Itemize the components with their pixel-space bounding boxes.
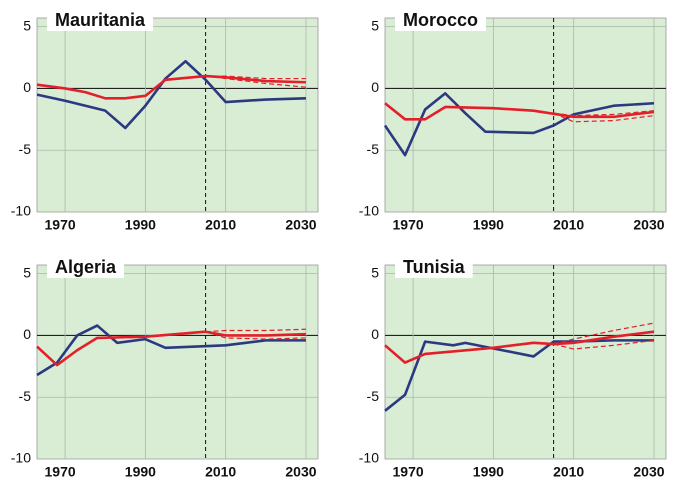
title-box bbox=[395, 256, 473, 278]
panel-title: Tunisia bbox=[403, 257, 466, 277]
series-line bbox=[36, 74, 306, 100]
x-tick-label: 1990 bbox=[473, 217, 504, 233]
projection-bound bbox=[553, 339, 655, 350]
y-tick-label: 0 bbox=[23, 79, 31, 95]
x-tick-label: 2030 bbox=[633, 217, 664, 233]
panel-title: Mauritania bbox=[55, 10, 146, 30]
x-tick-label: 1970 bbox=[393, 464, 424, 480]
x-tick-label: 1970 bbox=[45, 217, 76, 233]
x-tick-label: 2010 bbox=[205, 464, 236, 480]
x-tick-label: 1990 bbox=[473, 464, 504, 480]
x-tick-label: 2010 bbox=[553, 217, 584, 233]
y-tick-label: -5 bbox=[367, 388, 380, 404]
y-tick-label: -5 bbox=[367, 141, 380, 157]
y-tick-label: -10 bbox=[359, 203, 379, 219]
projection-bound bbox=[553, 110, 655, 117]
projection-bound bbox=[205, 331, 306, 340]
x-tick-label: 2030 bbox=[633, 464, 664, 480]
series-line bbox=[384, 330, 655, 364]
plot-area bbox=[36, 17, 319, 213]
y-tick-label: 0 bbox=[23, 326, 31, 342]
projection-bound bbox=[553, 322, 655, 345]
x-tick-label: 1990 bbox=[125, 464, 156, 480]
y-tick-label: -5 bbox=[19, 388, 32, 404]
y-tick-label: -10 bbox=[11, 203, 31, 219]
x-tick-label: 2010 bbox=[553, 464, 584, 480]
projection-bound bbox=[205, 75, 307, 88]
plot-area bbox=[384, 264, 667, 460]
x-tick-label: 1970 bbox=[393, 217, 424, 233]
panel-title: Algeria bbox=[55, 257, 117, 277]
y-tick-label: 0 bbox=[371, 79, 379, 95]
series-line bbox=[383, 92, 655, 157]
y-tick-label: -10 bbox=[359, 450, 379, 466]
title-box bbox=[47, 9, 154, 31]
title-box bbox=[395, 9, 487, 31]
projection-bound bbox=[553, 112, 655, 123]
y-tick-label: 5 bbox=[371, 17, 379, 33]
x-tick-label: 2030 bbox=[285, 217, 316, 233]
y-tick-label: 0 bbox=[371, 326, 379, 342]
x-tick-label: 1970 bbox=[45, 464, 76, 480]
series-line bbox=[36, 330, 306, 367]
panel-title: Morocco bbox=[403, 10, 478, 30]
y-tick-label: 5 bbox=[371, 264, 379, 280]
title-box bbox=[47, 256, 125, 278]
x-tick-label: 2030 bbox=[285, 464, 316, 480]
plot-area bbox=[36, 264, 319, 460]
series-line bbox=[36, 324, 306, 377]
projection-bound bbox=[205, 328, 306, 333]
y-tick-label: -5 bbox=[19, 141, 32, 157]
y-tick-label: 5 bbox=[23, 264, 31, 280]
x-tick-label: 2010 bbox=[205, 217, 236, 233]
x-tick-label: 1990 bbox=[125, 217, 156, 233]
y-tick-label: -10 bbox=[11, 450, 31, 466]
y-tick-label: 5 bbox=[23, 17, 31, 33]
projection-bound bbox=[205, 75, 306, 80]
series-line bbox=[384, 102, 655, 121]
